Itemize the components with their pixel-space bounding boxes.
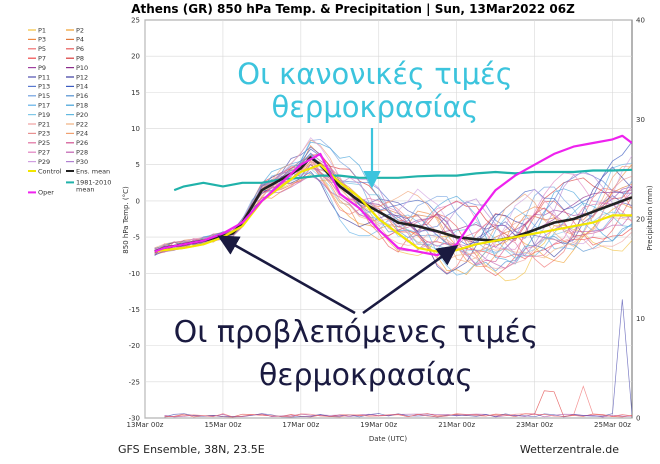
y-tick-label: 5 <box>136 161 140 169</box>
x-tick-label: 15Mar 00z <box>204 421 241 429</box>
x-tick-label: 19Mar 00z <box>360 421 397 429</box>
legend-label: P15 <box>38 92 50 100</box>
forecast-temp-label-line2: θερμοκρασίας <box>259 358 473 393</box>
legend-label: P24 <box>76 130 88 138</box>
legend-label: Oper <box>38 189 54 197</box>
legend-label: P1 <box>38 26 46 34</box>
member-line-p30 <box>154 164 632 256</box>
y2-axis-label: Precipitation (mm) <box>646 185 654 250</box>
legend-label: P17 <box>38 102 50 110</box>
legend-label: P13 <box>38 83 50 91</box>
legend-label: P22 <box>76 120 88 128</box>
y-tick-label: -30 <box>129 415 140 423</box>
y2-axis-ticks: 40 30 20 10 0 <box>636 17 645 423</box>
y2-tick-label: 40 <box>636 17 645 25</box>
series-line-control <box>154 163 632 253</box>
legend-label: P7 <box>38 55 46 63</box>
y-tick-label: -5 <box>133 234 140 242</box>
legend-label: P28 <box>76 149 88 157</box>
legend-label: P25 <box>38 139 50 147</box>
series-line-oper <box>154 134 632 257</box>
x-axis-label: Date (UTC) <box>369 435 408 443</box>
legend-label: Control <box>38 167 62 175</box>
legend-label: P19 <box>38 111 50 119</box>
y2-tick-label: 20 <box>636 216 645 224</box>
precip-trace <box>164 385 632 418</box>
legend-label: P26 <box>76 139 88 147</box>
legend-label: P9 <box>38 64 46 72</box>
highlighted-series <box>154 134 632 257</box>
legend-label: P4 <box>76 36 84 44</box>
legend-label: P3 <box>38 36 46 44</box>
y-axis-label: 850 hPa Temp. (°C) <box>122 186 130 254</box>
y-tick-label: -20 <box>129 342 140 350</box>
legend-label: P10 <box>76 64 88 72</box>
y2-tick-label: 30 <box>636 116 645 124</box>
y-tick-label: 20 <box>131 53 140 61</box>
forecast-temp-label-line1: Οι προβλεπόμενες τιμές <box>174 315 539 350</box>
y-tick-label: -15 <box>129 306 140 314</box>
legend-label: P2 <box>76 26 84 34</box>
legend-label: P21 <box>38 120 50 128</box>
y2-tick-label: 10 <box>636 315 645 323</box>
legend-label: P5 <box>38 45 46 53</box>
y2-tick-label: 0 <box>636 415 640 423</box>
y-tick-label: -10 <box>129 270 140 278</box>
legend-label: P29 <box>38 158 50 166</box>
y-tick-label: 0 <box>136 197 140 205</box>
legend-label: P23 <box>38 130 50 138</box>
precipitation-traces <box>164 299 632 418</box>
legend-label: P16 <box>76 92 88 100</box>
x-tick-label: 25Mar 00z <box>594 421 631 429</box>
y-axis-ticks: 25 20 15 10 5 0 -5 -10 -15 -20 -25 -30 <box>129 17 140 423</box>
legend-label: P6 <box>76 45 84 53</box>
y-tick-label: 25 <box>131 17 140 25</box>
legend-label: Ens. mean <box>76 167 110 175</box>
legend-label: P11 <box>38 73 50 81</box>
forecast-arrow-right <box>362 244 459 315</box>
chart-title: Athens (GR) 850 hPa Temp. & Precipitatio… <box>131 2 575 16</box>
footer-source: Wetterzentrale.de <box>520 443 619 456</box>
legend-label: P20 <box>76 111 88 119</box>
x-tick-label: 21Mar 00z <box>438 421 475 429</box>
legend-label: 1981-2010 mean <box>76 179 111 194</box>
x-axis-ticks: 13Mar 00z 15Mar 00z 17Mar 00z 19Mar 00z 21Ma… <box>127 421 632 429</box>
footer-model-info: GFS Ensemble, 38N, 23.5E <box>118 443 265 456</box>
x-tick-label: 17Mar 00z <box>282 421 319 429</box>
legend-label: P8 <box>76 55 84 63</box>
y-tick-label: 15 <box>131 89 140 97</box>
legend-label: P27 <box>38 149 50 157</box>
normal-temp-label-line2: θερμοκρασίας <box>272 90 479 124</box>
precip-trace <box>164 390 632 418</box>
x-tick-label: 23Mar 00z <box>516 421 553 429</box>
y-tick-label: 10 <box>131 125 140 133</box>
normal-temp-label-line1: Οι κανονικές τιμές <box>237 57 512 91</box>
forecast-arrow-left <box>217 235 356 315</box>
legend-label: P12 <box>76 73 88 81</box>
y-tick-label: -25 <box>129 378 140 386</box>
x-tick-label: 13Mar 00z <box>127 421 164 429</box>
legend-label: P14 <box>76 83 88 91</box>
legend-label: P18 <box>76 102 88 110</box>
series-line-1981-2010-mean <box>173 168 632 192</box>
legend-label: P30 <box>76 158 88 166</box>
legend: P1 P2 P3 P4 P5 P6 P7 P8 P9 P10 P11 P12 P13 P14 P15 P16 P… <box>28 26 111 197</box>
